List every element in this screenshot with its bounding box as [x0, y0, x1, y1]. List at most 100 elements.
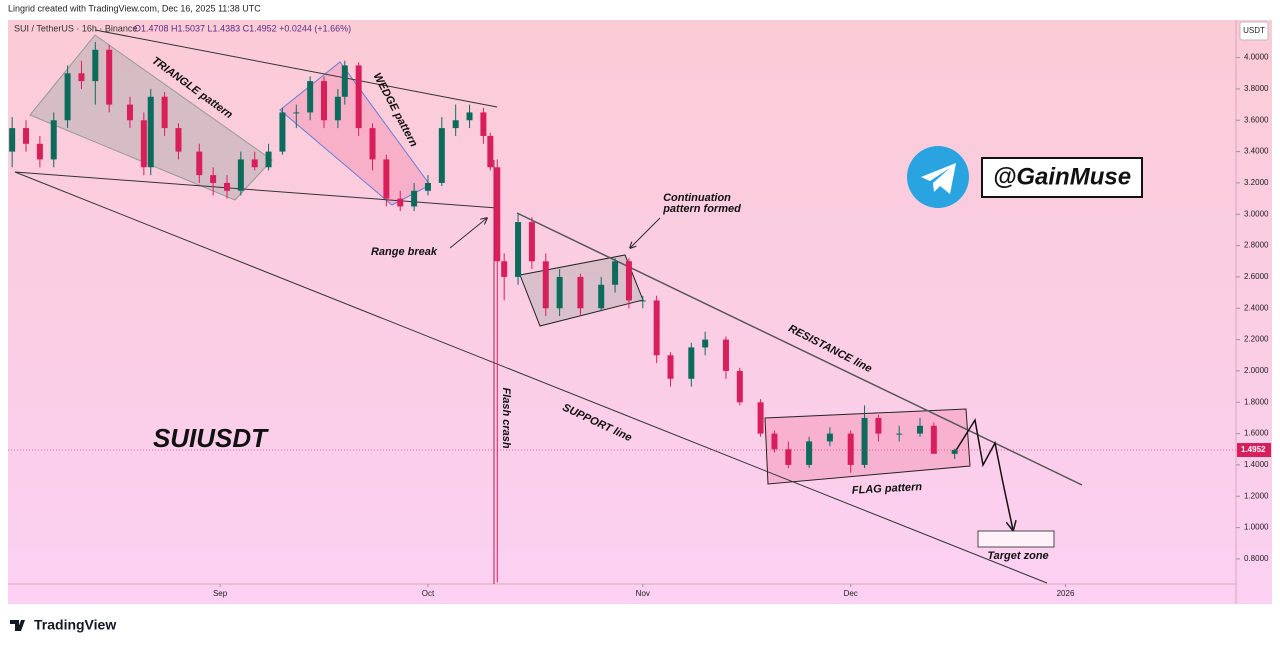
y-tick-label: 0.8000	[1244, 554, 1269, 563]
symbol-title: SUIUSDT	[153, 423, 269, 453]
candle-body	[612, 261, 619, 285]
candle-body	[355, 65, 362, 129]
candle-body	[501, 261, 508, 277]
candle-body	[861, 417, 868, 465]
candle-body	[369, 128, 376, 160]
annotation: Target zone	[987, 550, 1048, 562]
candle-body	[210, 175, 217, 183]
y-tick-label: 2.8000	[1244, 241, 1269, 250]
range-break-arrow	[449, 218, 487, 249]
x-tick-label: 2026	[1057, 589, 1075, 598]
candle-body	[688, 347, 695, 379]
candle-body	[64, 73, 71, 121]
candle-body	[237, 159, 244, 191]
y-tick-label: 3.4000	[1244, 147, 1269, 156]
annotation: Flash crash	[500, 387, 512, 448]
candle-body	[487, 135, 494, 168]
candle-body	[785, 449, 792, 465]
candles	[9, 41, 958, 583]
x-tick-label: Dec	[844, 589, 858, 598]
annotation: FLAG pattern	[852, 481, 923, 497]
trend-line	[94, 29, 498, 108]
candle-body	[826, 433, 833, 442]
annotation: pattern formed	[662, 203, 741, 215]
y-tick-label: 2.2000	[1244, 335, 1269, 344]
handle-box	[981, 157, 1143, 198]
annotation: Continuation	[663, 192, 731, 204]
candle-body	[383, 159, 390, 199]
candle-body	[951, 450, 958, 454]
candle-body	[494, 167, 501, 262]
candle-body	[598, 284, 605, 309]
y-tick-label: 2.4000	[1244, 303, 1269, 312]
unit: USDT	[1243, 26, 1265, 35]
y-tick-label: 3.8000	[1244, 84, 1269, 93]
candle-body	[515, 222, 522, 277]
candle-body	[106, 49, 113, 105]
candle-body	[438, 128, 445, 183]
header: Lingrid created with TradingView.com, De…	[8, 3, 261, 13]
y-tick-label: 1.6000	[1244, 429, 1269, 438]
telegram-plane	[921, 163, 956, 194]
brand-logo	[10, 620, 25, 631]
candle-body	[542, 261, 549, 309]
candle-body	[36, 143, 43, 160]
candle-body	[411, 190, 418, 207]
candle-body	[556, 276, 563, 309]
candle-body	[307, 81, 314, 113]
y-tick-label: 2.0000	[1244, 366, 1269, 375]
y-tick-label: 3.6000	[1244, 115, 1269, 124]
candle-body	[625, 261, 632, 301]
candle-body	[140, 120, 147, 168]
y-tick-label: 2.6000	[1244, 272, 1269, 281]
candle-body	[736, 370, 743, 403]
candle-body	[896, 433, 903, 435]
candle-body	[265, 151, 272, 168]
target-zone	[977, 530, 1055, 548]
x-tick-label: Oct	[422, 589, 435, 598]
ohlc-legend: O1.4708 H1.5037 L1.4383 C1.4952 +0.0244 …	[134, 23, 351, 33]
candle-body	[847, 433, 854, 465]
symbol: SUI / TetherUS · 16h · Binance	[14, 23, 137, 33]
brand: TradingView	[34, 617, 116, 633]
candle-body	[147, 96, 154, 168]
candle-body	[424, 182, 431, 191]
candle-body	[175, 128, 182, 152]
x-tick-label: Sep	[213, 589, 228, 598]
candle-body	[639, 300, 646, 302]
candle-body	[667, 355, 674, 379]
unit-box	[1239, 21, 1269, 41]
y-tick-label: 1.8000	[1244, 397, 1269, 406]
support-line	[14, 171, 1048, 584]
candle-body	[23, 128, 30, 144]
projection-arrow	[954, 417, 1013, 530]
candle-body	[334, 96, 341, 121]
candle-body	[722, 339, 729, 371]
candle-body	[196, 151, 203, 176]
candle-body	[577, 276, 584, 309]
candle-body	[930, 425, 937, 454]
candle-body	[771, 433, 778, 450]
y-tick-label: 1.0000	[1244, 523, 1269, 532]
candle-body	[916, 425, 923, 434]
last-price-label: 1.4952	[1241, 445, 1266, 454]
candle-body	[397, 198, 404, 207]
candle-body	[702, 339, 709, 348]
candle-body	[223, 182, 230, 191]
annotation: Range break	[371, 246, 438, 258]
y-tick-label: 1.4000	[1244, 460, 1269, 469]
continuation-arrow	[630, 217, 661, 248]
resistance-line	[516, 212, 1083, 486]
chart-background	[8, 20, 1272, 604]
candle-body	[653, 300, 660, 356]
x-tick-label: Nov	[636, 589, 650, 598]
y-tick-label: 3.2000	[1244, 178, 1269, 187]
last-price-box	[1237, 443, 1271, 458]
candle-body	[757, 402, 764, 434]
candle-body	[293, 112, 300, 114]
candle-body	[875, 417, 882, 434]
handle: @GainMuse	[993, 163, 1131, 190]
candle-body	[806, 441, 813, 465]
